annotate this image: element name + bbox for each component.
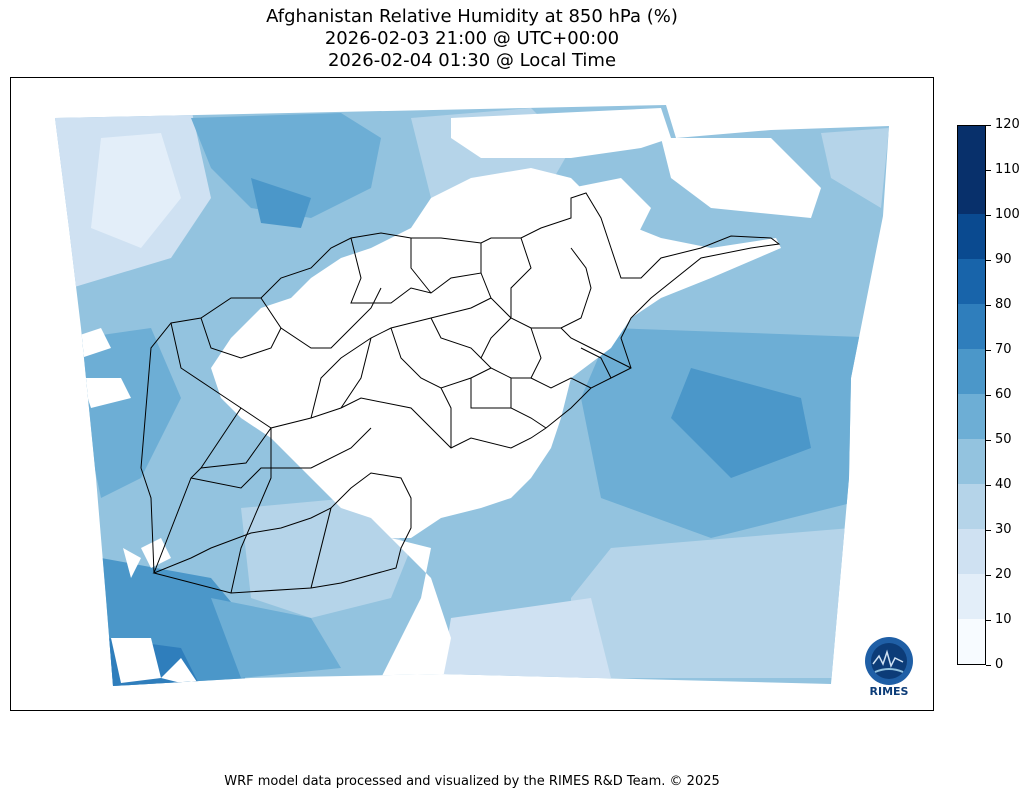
colorbar-tick	[986, 665, 991, 666]
colorbar-tick-label: 110	[995, 162, 1020, 177]
colorbar-segment	[958, 438, 985, 484]
colorbar-tick-label: 80	[995, 297, 1012, 312]
map-panel: RIMES	[10, 77, 934, 711]
colorbar-segment	[958, 393, 985, 439]
title-variable: Afghanistan Relative Humidity at 850 hPa…	[266, 6, 678, 27]
colorbar-tick-label: 120	[995, 117, 1020, 132]
logo-text: RIMES	[869, 685, 909, 698]
humidity-map	[55, 105, 889, 686]
colorbar-tick	[986, 125, 991, 126]
colorbar-segment	[958, 126, 985, 169]
colorbar-tick	[986, 575, 991, 576]
colorbar-tick	[986, 170, 991, 171]
colorbar	[957, 125, 986, 665]
colorbar-tick-label: 0	[995, 657, 1004, 672]
colorbar-tick-label: 90	[995, 252, 1012, 267]
colorbar-tick-label: 60	[995, 387, 1012, 402]
rimes-emblem-icon	[865, 637, 913, 685]
credit-footer: WRF model data processed and visualized …	[224, 774, 720, 789]
colorbar-segment	[958, 528, 985, 574]
colorbar-tick	[986, 305, 991, 306]
colorbar-tick-label: 40	[995, 477, 1012, 492]
colorbar-segment	[958, 618, 985, 664]
colorbar-tick	[986, 350, 991, 351]
title-local-time: 2026-02-04 01:30 @ Local Time	[327, 50, 617, 71]
rimes-logo: RIMES	[857, 634, 921, 702]
province-boundaries	[140, 192, 781, 594]
colorbar-segment	[958, 348, 985, 394]
colorbar-segment	[958, 483, 985, 529]
colorbar-tick-label: 50	[995, 432, 1012, 447]
colorbar-tick	[986, 440, 991, 441]
colorbar-tick-label: 20	[995, 567, 1012, 582]
colorbar-tick	[986, 215, 991, 216]
colorbar-tick	[986, 530, 991, 531]
colorbar-segment	[958, 168, 985, 214]
colorbar-tick	[986, 485, 991, 486]
no-data-area	[451, 108, 671, 158]
colorbar-tick-label: 30	[995, 522, 1012, 537]
colorbar-segment	[958, 213, 985, 259]
colorbar-segment	[958, 303, 985, 349]
colorbar-tick	[986, 620, 991, 621]
map-title: Afghanistan Relative Humidity at 850 hPa…	[0, 6, 944, 72]
colorbar-segment	[958, 258, 985, 304]
colorbar-tick-label: 70	[995, 342, 1012, 357]
humidity-field	[55, 105, 889, 686]
colorbar-tick	[986, 260, 991, 261]
colorbar-tick-label: 10	[995, 612, 1012, 627]
colorbar-tick-label: 100	[995, 207, 1020, 222]
title-utc-time: 2026-02-03 21:00 @ UTC+00:00	[324, 28, 620, 49]
colorbar-tick	[986, 395, 991, 396]
colorbar-segment	[958, 573, 985, 619]
